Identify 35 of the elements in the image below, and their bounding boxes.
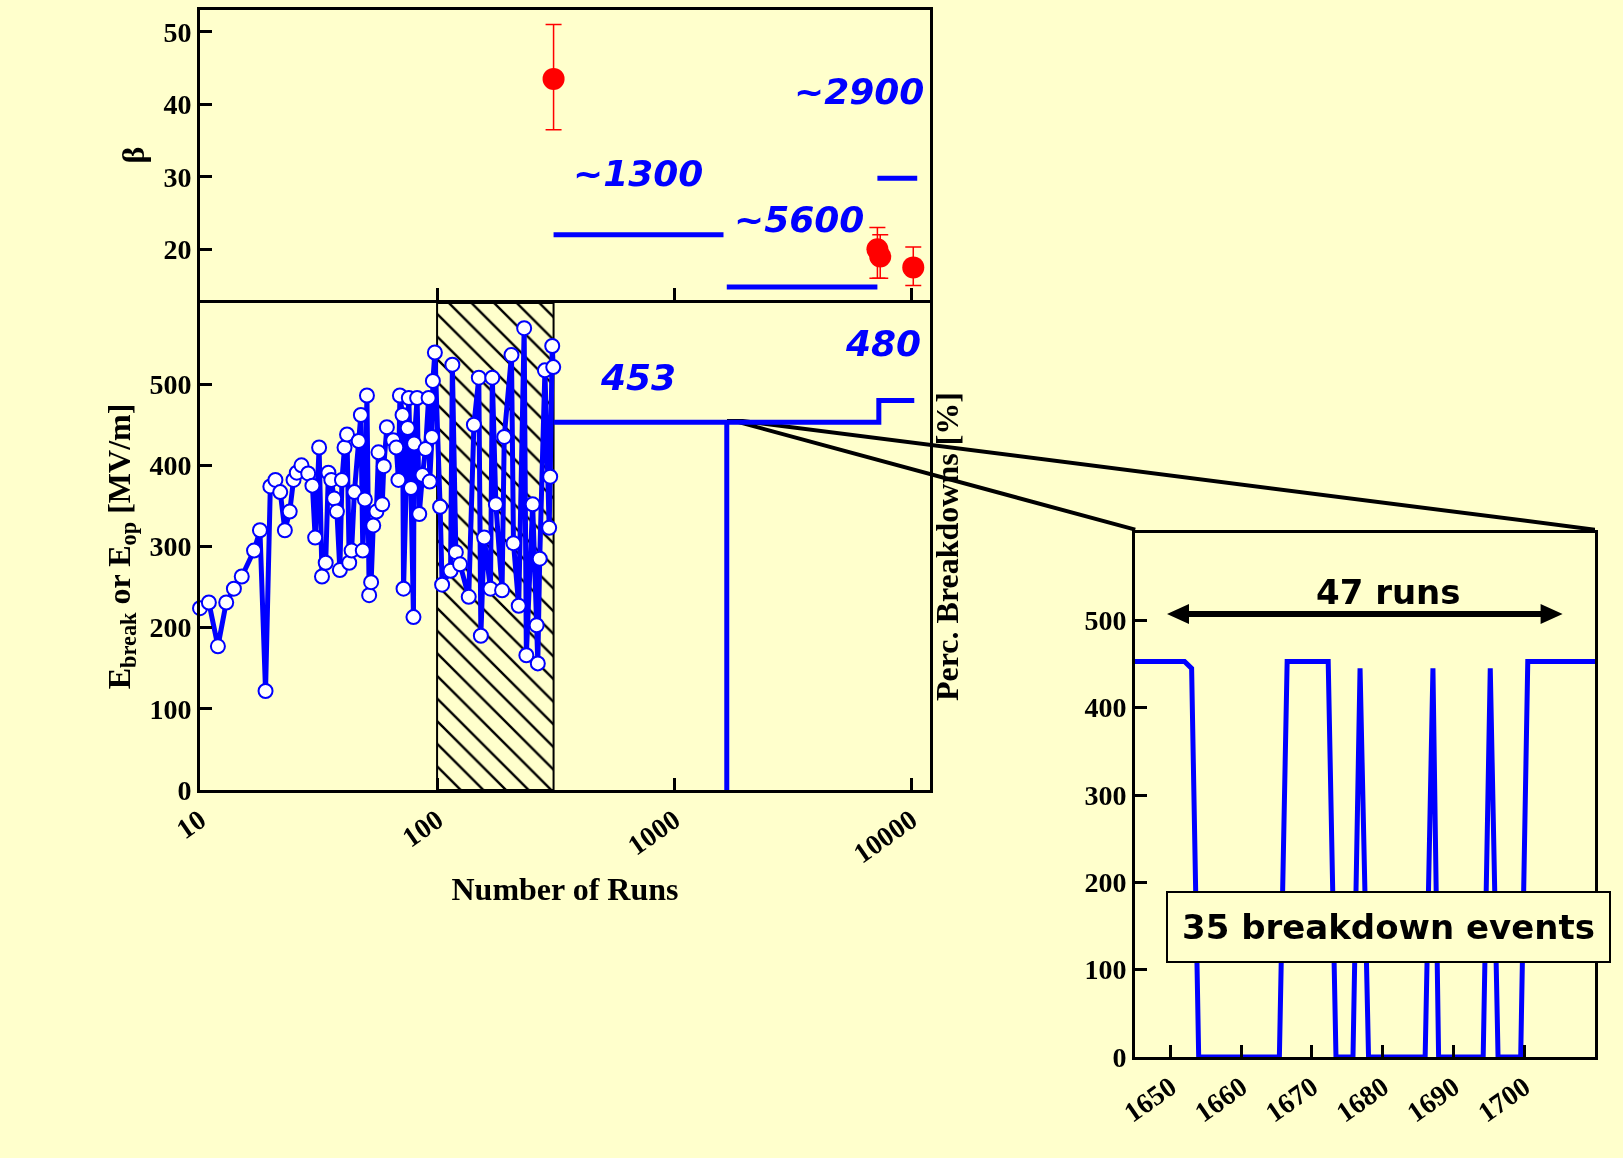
annotation: ~1300: [573, 153, 704, 194]
y-tick-label: 400: [149, 450, 192, 482]
x-tick-label: 1690: [1401, 1070, 1465, 1129]
y-tick-label: 500: [149, 368, 192, 400]
y-tick-label: 200: [1084, 867, 1127, 899]
x-tick-label: 1000: [621, 803, 686, 862]
x-tick-label: 100: [396, 803, 449, 854]
y-tick-label: 300: [149, 531, 192, 563]
y-tick-label: 200: [149, 612, 192, 644]
y-tick-label: 20: [163, 234, 192, 266]
y-tick-label: 50: [163, 16, 192, 48]
y-tick-label: 400: [1084, 692, 1127, 724]
y-tick-label: 30: [163, 161, 192, 193]
annotation: 35 breakdown events: [1182, 907, 1595, 947]
y-tick-label: 40: [163, 89, 192, 121]
y-axis-title: β: [114, 146, 151, 164]
annotation: ~2900: [794, 71, 925, 112]
x-tick-label: 1700: [1472, 1070, 1536, 1129]
annotation: 47 runs: [1316, 572, 1461, 612]
x-tick-label: 1650: [1118, 1070, 1182, 1129]
x-axis-title: Number of Runs: [451, 871, 679, 908]
annotation: ~5600: [734, 199, 865, 240]
y2-axis-title: Perc. Breakdowns [%]: [928, 391, 965, 702]
x-tick-label: 1660: [1188, 1070, 1253, 1129]
y-tick-label: 500: [1084, 605, 1127, 637]
y-tick-label: 100: [149, 693, 192, 725]
x-tick-label: 10: [170, 803, 212, 846]
y-tick-label: 100: [1084, 954, 1127, 986]
annotation: 480: [845, 323, 922, 364]
y-tick-label: 0: [1112, 1041, 1127, 1073]
x-tick-label: 1680: [1330, 1070, 1395, 1129]
x-tick-label: 1670: [1259, 1070, 1324, 1129]
y-tick-label: 300: [1084, 779, 1127, 811]
annotation: 453: [600, 357, 677, 398]
y-tick-label: 0: [177, 774, 192, 806]
